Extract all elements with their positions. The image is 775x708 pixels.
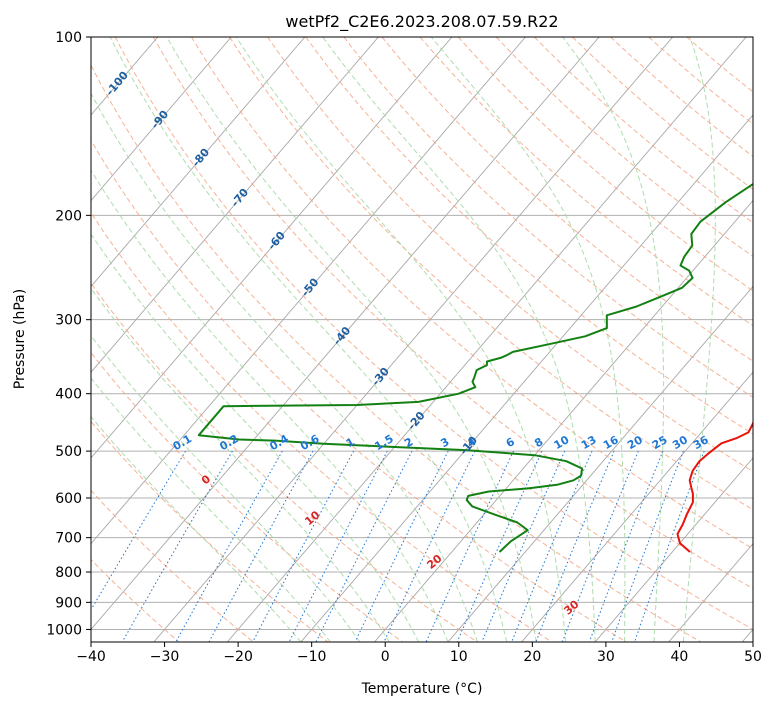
moist-adiabat-line — [91, 287, 390, 642]
moist-adiabat-line — [91, 377, 331, 642]
dry-adiabat-line — [305, 37, 753, 435]
background-lines — [91, 37, 753, 642]
axes: −40 −30 −20 −10 0 10 20 30 40 50 100 200 300 400 500 60… — [46, 30, 762, 665]
dry-adiabat-line — [91, 282, 478, 642]
plot-area — [91, 37, 753, 642]
moist-adiabat-line — [166, 37, 537, 642]
moist-adiabat-line — [235, 37, 567, 642]
moist-adiabat-line — [682, 37, 716, 642]
mixing-ratio-line — [561, 450, 639, 642]
dry-adiabat-line — [152, 37, 753, 590]
moist-adiabat-line — [91, 169, 449, 642]
dry-adiabat-line — [91, 139, 627, 642]
mixing-ratio-line — [535, 450, 615, 642]
y-tick-label: 100 — [55, 30, 82, 46]
x-tick-label: 20 — [523, 649, 541, 665]
moist-adiabat-line — [322, 37, 596, 642]
dry-adiabat-line — [114, 37, 753, 630]
isotherm-line — [91, 37, 232, 202]
mixing-ratio-line — [315, 450, 413, 642]
mixing-ratio-line — [611, 450, 684, 642]
isotherm-line — [594, 457, 753, 642]
y-tick-label: 200 — [55, 208, 82, 224]
isotherm-line — [374, 199, 753, 642]
dry-adiabat-line — [381, 37, 753, 362]
moist-adiabat-line — [430, 37, 626, 642]
x-tick-label: 10 — [450, 649, 468, 665]
y-tick-label: 1000 — [46, 622, 82, 638]
x-tick-label: 40 — [671, 649, 689, 665]
moist-adiabat-line — [91, 335, 361, 642]
y-tick-label: 900 — [55, 595, 82, 611]
isotherm-line — [91, 37, 526, 545]
isotherm-line — [447, 285, 753, 642]
mixing-ratio-line — [383, 450, 476, 642]
isotherm-line — [300, 114, 753, 642]
x-tick-label: 30 — [597, 649, 615, 665]
temperature-profile-line — [676, 420, 753, 553]
mixing-ratio-line — [425, 450, 514, 642]
x-tick-label: 0 — [381, 649, 390, 665]
dry-adiabat-line — [91, 351, 403, 642]
isotherm-line — [91, 37, 600, 631]
moist-adiabat-line — [562, 37, 665, 642]
moist-adiabat-line — [91, 233, 420, 642]
mixing-ratio-line — [634, 450, 705, 642]
dry-adiabat-line — [267, 37, 753, 473]
isotherm-line — [521, 371, 753, 642]
y-tick-label: 500 — [55, 444, 82, 460]
dry-adiabat-line — [191, 37, 753, 550]
dry-adiabat-line — [91, 64, 702, 642]
plot-frame — [90, 36, 754, 643]
y-tick-label: 800 — [55, 565, 82, 581]
mixing-ratio-line — [288, 450, 388, 642]
x-tick-label: −20 — [223, 649, 253, 665]
x-tick-label: 50 — [744, 649, 762, 665]
dewpoint-profile-line — [197, 182, 753, 553]
y-tick-label: 400 — [55, 387, 82, 403]
dry-adiabat-line — [91, 211, 553, 642]
mixing-ratio-line — [175, 450, 283, 642]
moist-adiabat-line — [109, 37, 508, 642]
mixing-ratio-line — [121, 450, 233, 642]
x-tick-label: −10 — [297, 649, 327, 665]
chart-title: wetPf2_C2E6.2023.208.07.59.R22 — [285, 12, 558, 32]
mixing-ratio-line — [354, 450, 449, 642]
sounding-profiles — [197, 182, 753, 553]
isotherm-line — [226, 37, 747, 642]
dry-adiabat-line — [229, 37, 753, 511]
x-tick-label: −30 — [150, 649, 180, 665]
isotherm-line — [91, 37, 453, 459]
mixing-ratio-line — [252, 450, 355, 642]
x-axis-label: Temperature (°C) — [361, 681, 483, 697]
mixing-ratio-line — [208, 450, 314, 642]
y-axis-label: Pressure (hPa) — [12, 289, 28, 389]
y-tick-label: 600 — [55, 491, 82, 507]
theta-label: 40 — [703, 639, 723, 659]
isotherm-line — [91, 37, 379, 373]
y-tick-label: 300 — [55, 313, 82, 329]
moist-adiabat-line — [91, 92, 478, 642]
isotherm-line — [91, 37, 306, 288]
x-tick-label: −40 — [76, 649, 106, 665]
isotherm-line — [153, 37, 674, 642]
dry-adiabat-line — [343, 37, 753, 398]
dry-adiabat-line — [91, 558, 180, 642]
moist-adiabat-line — [91, 415, 302, 642]
y-tick-label: 700 — [55, 531, 82, 547]
mixing-ratio-line — [588, 450, 664, 642]
